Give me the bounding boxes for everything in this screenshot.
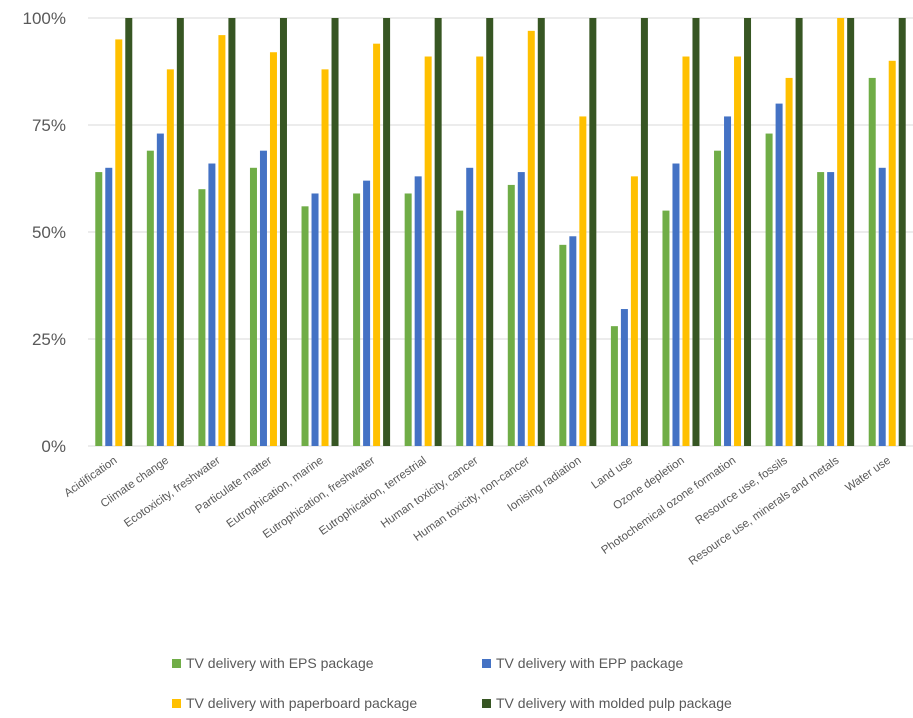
bar [827,172,835,446]
bar [579,116,587,446]
bar [817,172,825,446]
y-tick-label: 0% [41,437,66,456]
bar [383,18,391,446]
bar [363,180,371,446]
bar [456,210,464,446]
bar [125,18,133,446]
x-tick-label: Ecotoxicity, freshwater [122,455,223,530]
bar [166,69,174,447]
bar [714,150,722,446]
bar [692,18,700,446]
bar [486,18,494,446]
bar [734,56,742,447]
bar [476,56,484,447]
bar [218,35,226,447]
y-tick-label: 25% [32,330,66,349]
bar [146,150,154,446]
y-tick-label: 50% [32,223,66,242]
bar [878,167,886,447]
bar [331,18,339,446]
bar [311,193,319,446]
bar [507,184,515,447]
bar [228,18,236,446]
bar [537,18,545,446]
bar [569,236,577,446]
bar [724,116,732,446]
bar [795,18,803,446]
bar [847,18,855,446]
bar [424,56,432,447]
bar [353,193,361,446]
bar [888,60,896,447]
bar [630,176,638,447]
bar [115,39,123,447]
bar [620,309,628,446]
bar [321,69,329,447]
bar [301,206,309,446]
bar [259,150,267,446]
bar [156,133,164,446]
bar [682,56,690,447]
x-tick-label: Human toxicity, cancer [379,455,481,531]
bar [414,176,422,447]
bar [775,103,783,446]
bar [785,77,793,447]
bar [198,189,206,446]
bar [527,30,535,447]
bar [404,193,412,446]
bar [434,18,442,446]
bar [662,210,670,446]
bar [898,18,906,446]
bar [279,18,287,446]
x-tick-label: Water use [843,455,892,495]
bar [610,326,618,446]
bar [517,172,525,446]
y-tick-label: 100% [23,9,66,28]
bar [208,163,216,446]
bar [95,172,103,446]
bar [837,18,845,446]
bar [868,77,876,447]
x-tick-label: Eutrophication, marine [225,455,326,531]
x-tick-label: Land use [589,455,635,492]
bar [589,18,597,446]
bar [176,18,184,446]
bar [744,18,752,446]
bar [765,133,773,446]
bar [559,244,567,446]
x-tick-label: Resource use, fossils [693,454,790,527]
bar [466,167,474,447]
bar [105,167,113,447]
bar [672,163,680,446]
y-tick-label: 75% [32,116,66,135]
bar [373,43,381,447]
bar [249,167,257,447]
bars [95,18,906,447]
bar [640,18,648,446]
bar [269,52,277,447]
gridlines [88,17,913,447]
